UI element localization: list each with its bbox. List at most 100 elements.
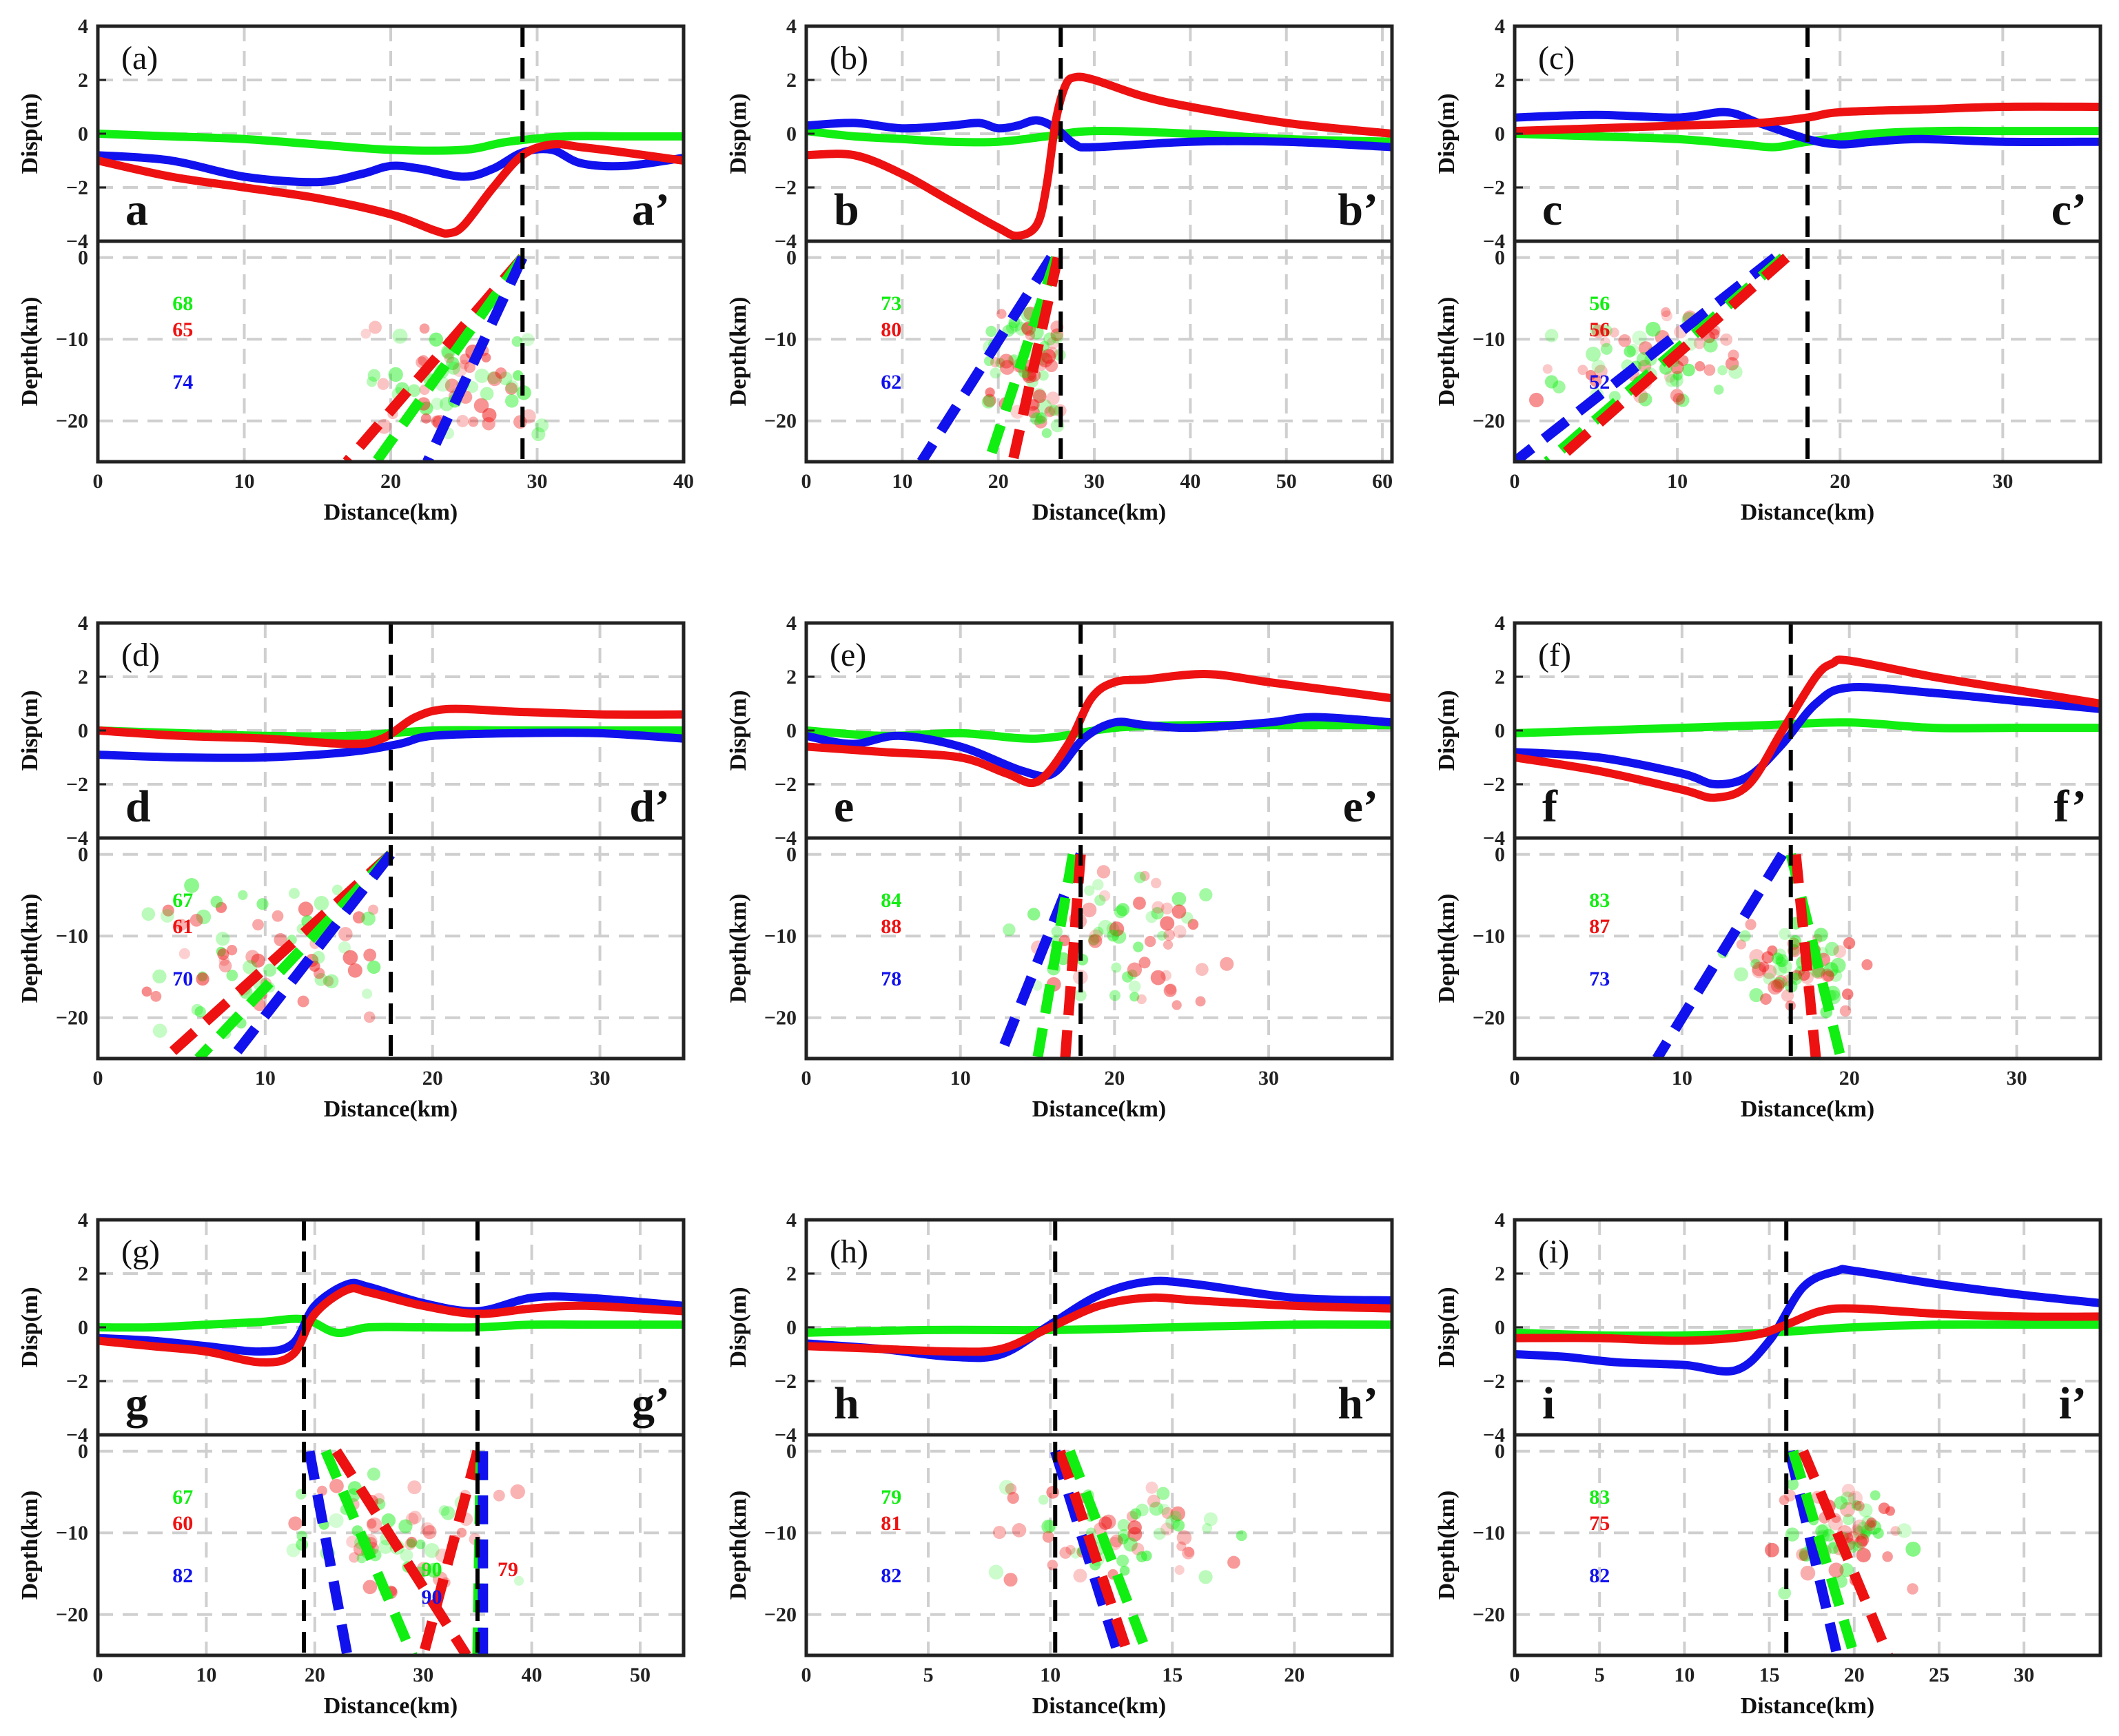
disp-tick-label: 4: [78, 15, 88, 38]
fault-plane-red: [342, 254, 526, 462]
earthquake-point: [1672, 370, 1683, 381]
x-tick-label: 20: [1844, 1664, 1865, 1686]
earthquake-point: [373, 1493, 385, 1504]
earthquake-point: [178, 948, 190, 959]
earthquake-point: [1638, 392, 1652, 407]
earthquake-point: [1665, 374, 1679, 387]
depth-tick-label: −10: [764, 1522, 797, 1544]
earthquake-point: [1098, 890, 1111, 902]
earthquake-point: [1796, 1548, 1809, 1561]
earthquake-point: [1117, 1519, 1130, 1532]
earthquake-point: [981, 395, 996, 409]
earthquake-point: [1126, 1511, 1138, 1522]
x-tick-label: 30: [413, 1664, 433, 1686]
earthquake-point: [288, 1516, 303, 1531]
earthquake-point: [1081, 902, 1097, 918]
earthquake-point: [1703, 364, 1716, 376]
depth-tick-label: −10: [764, 328, 797, 351]
earthquake-point: [531, 427, 546, 442]
displacement-series: [806, 670, 1392, 788]
x-tick-label: 50: [630, 1664, 651, 1686]
earthquake-point: [369, 320, 382, 334]
profile-end-label: i’: [2059, 1378, 2087, 1429]
depth-axis-label: Depth(km): [726, 297, 751, 407]
earthquake-point: [1171, 892, 1187, 906]
dip-label-red: 61: [172, 915, 193, 938]
earthquake-point: [1027, 908, 1041, 921]
earthquake-point: [298, 901, 314, 917]
earthquake-point: [495, 367, 507, 379]
earthquake-point: [1823, 962, 1839, 977]
earthquake-cloud: [141, 878, 381, 1039]
earthquake-point: [1027, 406, 1040, 419]
earthquake-point: [1853, 1542, 1863, 1552]
earthquake-point: [1854, 1500, 1865, 1511]
earthquake-point: [456, 415, 469, 427]
depth-axis-label: Depth(km): [1434, 1491, 1460, 1600]
earthquake-point: [150, 990, 162, 1002]
earthquake-point: [1144, 935, 1156, 948]
earthquake-point: [1153, 1527, 1166, 1540]
depth-tick-label: −10: [1473, 925, 1505, 948]
earthquake-point: [504, 382, 518, 395]
earthquake-point: [1713, 385, 1724, 395]
earthquake-point: [1029, 399, 1040, 410]
earthquake-point: [1825, 941, 1839, 957]
distance-axis-label: Distance(km): [324, 1693, 458, 1719]
earthquake-point: [162, 904, 174, 917]
dip-label-blue: 62: [881, 371, 901, 394]
earthquake-point: [152, 1023, 167, 1038]
disp-tick-label: 2: [1495, 666, 1505, 688]
fault-plane-red: [418, 1449, 483, 1655]
earthquake-point: [1720, 333, 1733, 346]
disp-tick-label: 4: [1495, 15, 1505, 38]
earthquake-point: [1828, 1515, 1843, 1531]
x-tick-label: 0: [1510, 1067, 1520, 1090]
displacement-series: [98, 1278, 684, 1367]
earthquake-point: [1045, 405, 1057, 417]
earthquake-point: [990, 367, 1001, 379]
earthquake-point: [1739, 930, 1751, 942]
earthquake-point: [456, 1527, 467, 1538]
earthquake-point: [347, 963, 362, 978]
profile-start-label: h: [834, 1378, 859, 1429]
earthquake-point: [263, 963, 277, 977]
earthquake-point: [1600, 343, 1613, 355]
earthquake-point: [1163, 939, 1174, 950]
earthquake-point: [1638, 359, 1652, 373]
earthquake-point: [1030, 412, 1043, 425]
earthquake-point: [1160, 916, 1175, 931]
panel-label: (c): [1538, 40, 1575, 76]
earthquake-point: [289, 888, 300, 899]
earthquake-point: [367, 960, 381, 974]
earthquake-point: [368, 904, 379, 915]
earthquake-point: [227, 944, 238, 956]
series-line-blue: [806, 116, 1392, 152]
earthquake-point: [1854, 1535, 1868, 1549]
earthquake-point: [272, 910, 284, 922]
earthquake-point: [406, 1536, 418, 1548]
earthquake-point: [1044, 406, 1055, 418]
x-tick-label: 10: [255, 1067, 276, 1090]
earthquake-point: [1005, 1483, 1017, 1495]
earthquake-point: [407, 384, 421, 398]
disp-tick-label: 2: [1495, 1263, 1505, 1285]
x-tick-label: 15: [1162, 1664, 1183, 1686]
x-tick-label: 20: [1830, 470, 1850, 493]
series-line-green: [1515, 718, 2100, 737]
earthquake-point: [1005, 322, 1018, 334]
x-tick-label: 30: [1992, 470, 2013, 493]
series-line-blue: [1515, 1265, 2100, 1376]
earthquake-point: [218, 959, 232, 972]
earthquake-point: [367, 369, 381, 382]
earthquake-point: [1171, 904, 1187, 919]
disp-axis-label: Disp(m): [1434, 690, 1460, 770]
profile-end-label: g’: [632, 1378, 670, 1429]
earthquake-point: [1084, 885, 1095, 896]
disp-tick-label: 4: [78, 1209, 88, 1232]
panel-label: (h): [830, 1234, 868, 1270]
earthquake-point: [1846, 1531, 1860, 1545]
earthquake-point: [1227, 1555, 1240, 1569]
earthquake-point: [1779, 928, 1791, 941]
dip-label-red: 56: [1589, 318, 1610, 341]
